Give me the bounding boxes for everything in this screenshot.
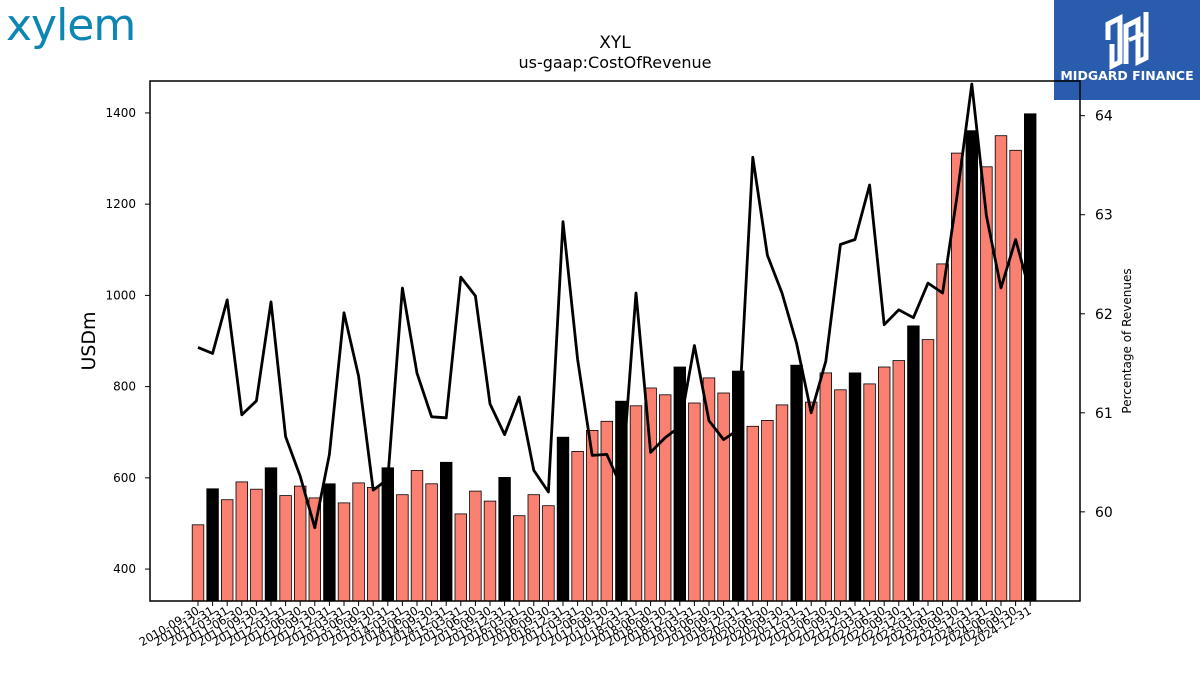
bar bbox=[381, 467, 395, 602]
bar bbox=[659, 394, 672, 602]
bar bbox=[513, 515, 526, 602]
bar bbox=[921, 339, 935, 602]
midgard-finance-badge: MIDGARD FINANCE bbox=[1054, 0, 1200, 100]
bar bbox=[454, 513, 468, 602]
bar bbox=[191, 524, 205, 602]
bar bbox=[571, 450, 584, 602]
bar bbox=[965, 130, 979, 602]
xylem-logo: xylem bbox=[6, 0, 136, 51]
plot-frame bbox=[149, 80, 1081, 602]
bar bbox=[542, 505, 555, 602]
bar bbox=[805, 401, 818, 602]
y-axis-left: 400 600 800 1000 1200 1400 bbox=[105, 106, 150, 576]
bar bbox=[264, 467, 278, 602]
bar bbox=[892, 360, 906, 602]
bar bbox=[907, 325, 920, 602]
bar bbox=[220, 499, 234, 602]
bar bbox=[1009, 149, 1022, 602]
bar bbox=[469, 490, 482, 602]
bar bbox=[994, 135, 1008, 602]
bar bbox=[206, 488, 219, 602]
bar bbox=[439, 461, 453, 602]
y2-tick-label: 64 bbox=[1095, 109, 1113, 125]
chart-title: XYL bbox=[599, 33, 631, 53]
badge-text: MIDGARD FINANCE bbox=[1060, 68, 1194, 83]
midgard-monogram-icon bbox=[1105, 12, 1149, 71]
bar bbox=[600, 420, 614, 602]
bar bbox=[863, 383, 876, 602]
bar bbox=[483, 500, 497, 602]
y-tick-label: 1400 bbox=[105, 106, 136, 120]
bar bbox=[337, 502, 351, 602]
y-tick-label: 1000 bbox=[105, 288, 136, 302]
bar-series bbox=[191, 113, 1037, 602]
y2-tick-label: 63 bbox=[1095, 208, 1113, 224]
bar bbox=[746, 425, 760, 602]
y-tick-label: 600 bbox=[113, 471, 136, 485]
bar bbox=[936, 263, 949, 602]
y-axis-right: 60 61 62 63 64 bbox=[1080, 109, 1113, 521]
bar bbox=[498, 476, 511, 602]
bar bbox=[1024, 113, 1037, 602]
y2-tick-label: 62 bbox=[1095, 307, 1113, 323]
line-series bbox=[197, 82, 1032, 530]
bar bbox=[790, 364, 803, 602]
bar bbox=[761, 419, 774, 602]
y-tick-label: 800 bbox=[113, 380, 136, 394]
bar bbox=[293, 485, 307, 602]
bar bbox=[366, 486, 380, 602]
y-tick-label: 1200 bbox=[105, 197, 136, 211]
chart-subtitle: us-gaap:CostOfRevenue bbox=[518, 53, 711, 72]
bar bbox=[235, 481, 249, 602]
bar bbox=[425, 483, 438, 602]
bar bbox=[396, 494, 409, 602]
bar bbox=[352, 482, 365, 602]
bar bbox=[717, 392, 730, 602]
bar bbox=[323, 483, 336, 602]
y2-axis-label: Percentage of Revenues bbox=[1120, 268, 1134, 413]
cost-ratio-line bbox=[197, 82, 1032, 530]
bar bbox=[250, 488, 263, 602]
bar bbox=[834, 389, 847, 602]
bar bbox=[702, 377, 716, 602]
bar bbox=[878, 366, 891, 602]
bar bbox=[279, 495, 292, 602]
y-axis-label: USDm bbox=[78, 311, 100, 370]
y2-tick-label: 60 bbox=[1095, 505, 1113, 521]
bar bbox=[848, 372, 862, 602]
x-axis: 2010-09-302010-12-312011-03-312011-06-30… bbox=[137, 601, 1034, 649]
bar bbox=[775, 404, 789, 602]
bar bbox=[410, 470, 424, 602]
bar bbox=[688, 402, 701, 602]
y-tick-label: 400 bbox=[113, 562, 136, 576]
bar bbox=[819, 372, 833, 602]
bar bbox=[629, 405, 643, 602]
bar bbox=[556, 436, 570, 602]
bar bbox=[527, 494, 541, 602]
y2-tick-label: 61 bbox=[1095, 406, 1113, 422]
